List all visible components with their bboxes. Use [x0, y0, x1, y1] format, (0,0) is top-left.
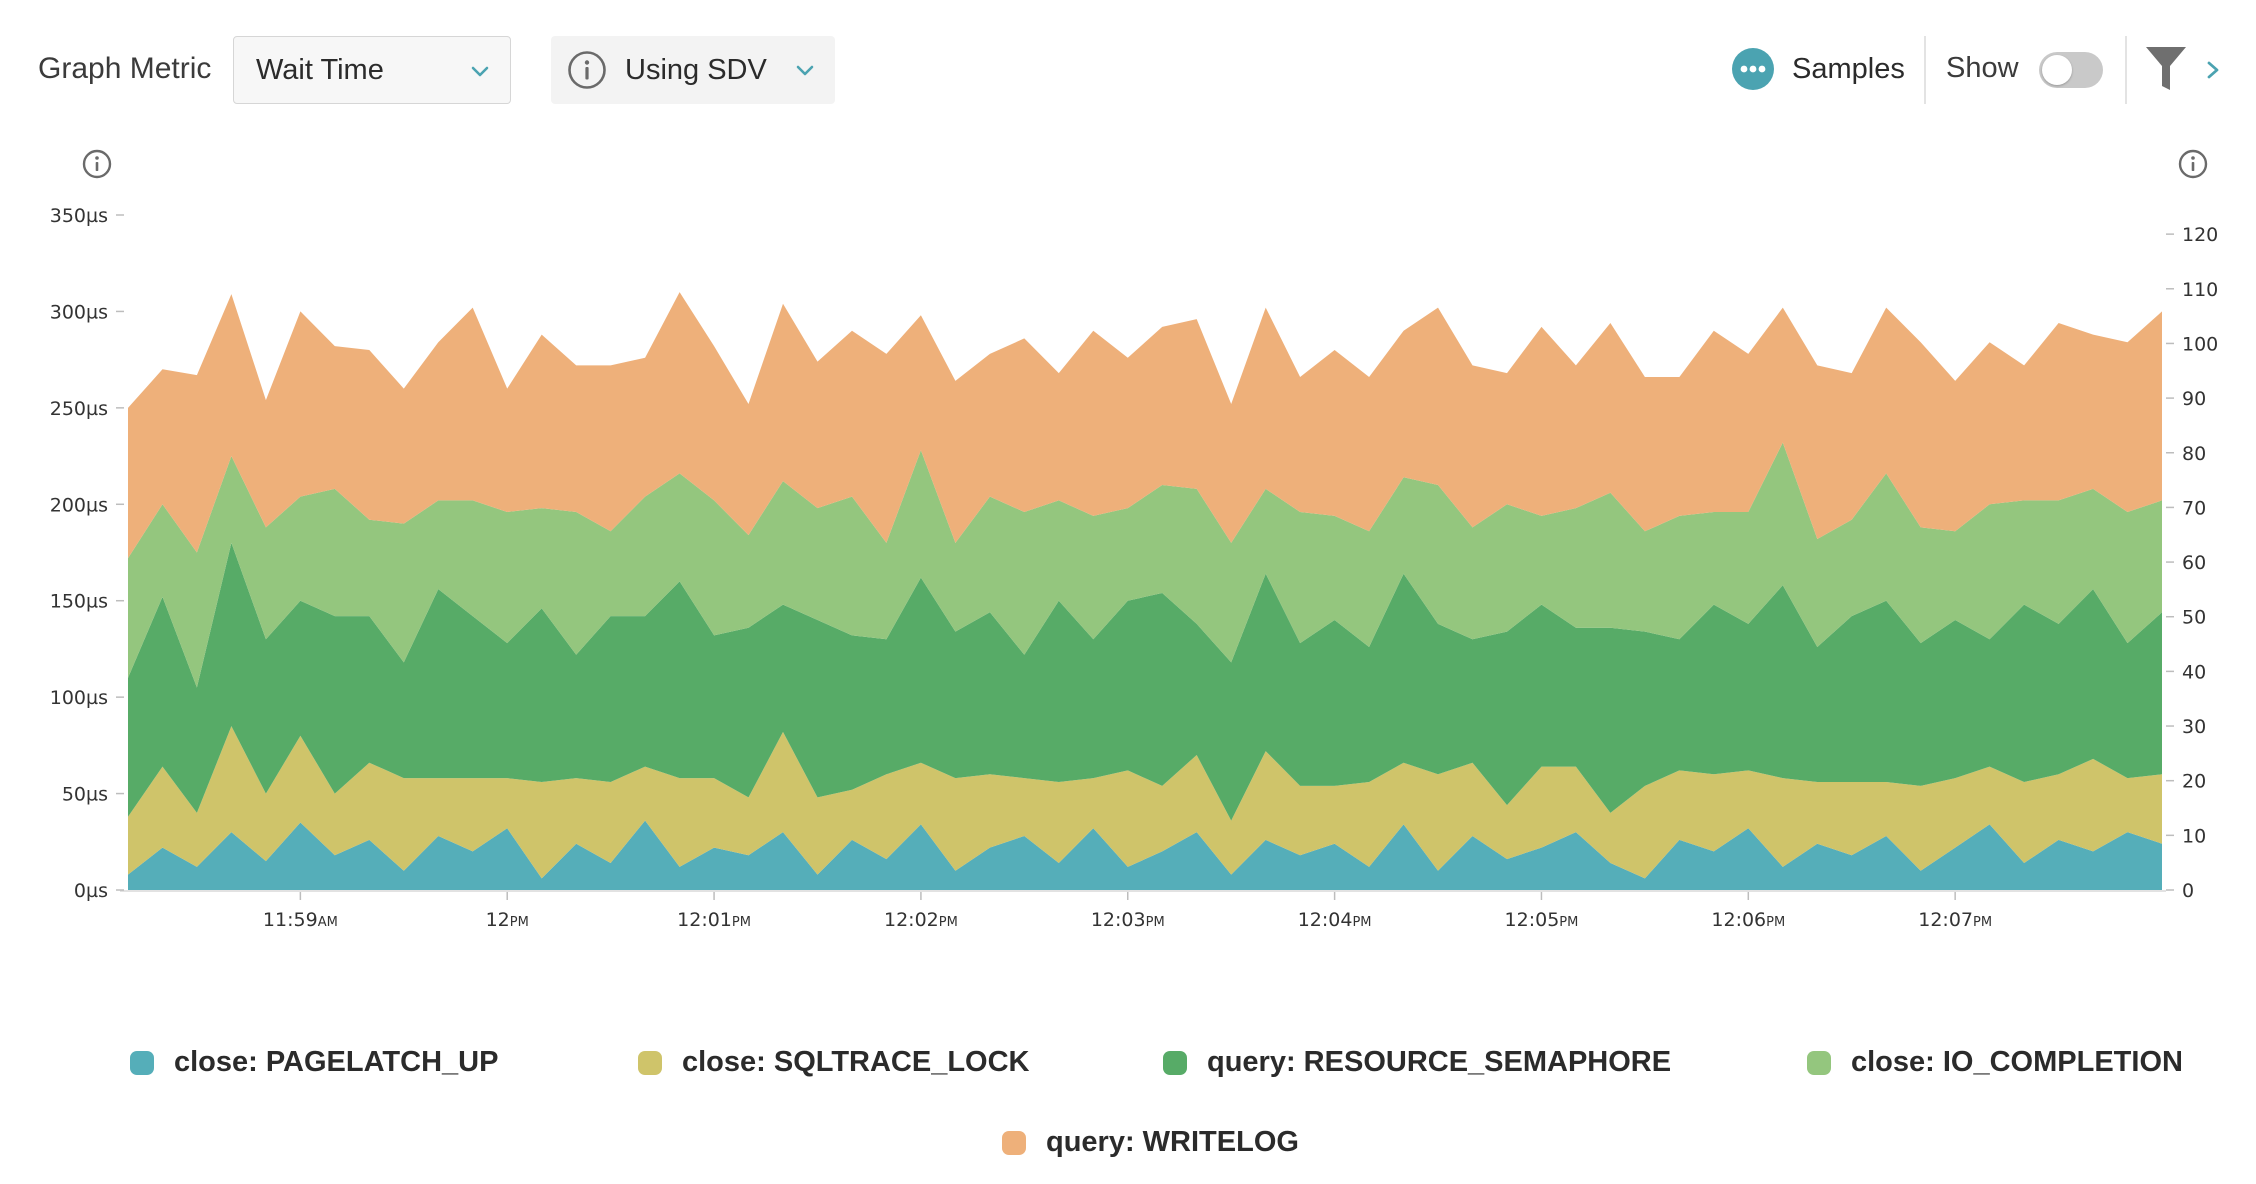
x-axis: 11:59AM 12PM 12:01PM 12:02PM 12:03PM 12:04PM 1…	[263, 892, 1992, 931]
area-series-3[interactable]	[128, 542, 2162, 821]
y-tick-label: 300µs	[50, 301, 108, 323]
y-tick-label: 250µs	[50, 398, 108, 420]
y2-axis-info-icon[interactable]	[2178, 149, 2208, 179]
y2-tick-label: 10	[2182, 825, 2206, 847]
wait-time-chart: 0µs 50µs 100µs 150µs 200µs 250µs 300µs 350µs 0 1…	[50, 149, 2218, 931]
y2-tick-label: 50	[2182, 607, 2206, 629]
y2-tick-label: 70	[2182, 497, 2206, 519]
sdv-value: Using SDV	[625, 53, 767, 86]
divider	[1924, 36, 1926, 104]
chart-legend: close: PAGELATCH_UP close: SQLTRACE_LOCK…	[0, 1020, 2256, 1180]
y2-tick-label: 0	[2182, 880, 2194, 902]
y2-tick-label: 90	[2182, 388, 2206, 410]
toggle-knob	[2042, 55, 2072, 85]
legend-item[interactable]: close: SQLTRACE_LOCK	[638, 1046, 1030, 1079]
y2-axis: 0 10 20 30 40 50 60 70 80 90 100 110 120	[2166, 224, 2218, 902]
graph-metric-select[interactable]: Wait Time	[233, 36, 511, 104]
area-series-5[interactable]	[128, 292, 2162, 559]
area-series-1[interactable]	[128, 820, 2162, 890]
legend-swatch	[1002, 1130, 1026, 1155]
y-tick-label: 200µs	[50, 494, 108, 516]
x-tick-label: 11:59AM	[263, 909, 338, 931]
x-tick-label: 12:02PM	[884, 909, 958, 931]
samples-label: Samples	[1792, 52, 1905, 85]
y2-tick-label: 60	[2182, 552, 2206, 574]
y2-tick-label: 20	[2182, 771, 2206, 793]
y2-tick-label: 80	[2182, 443, 2206, 465]
legend-swatch	[1807, 1050, 1831, 1075]
legend-swatch	[130, 1050, 154, 1075]
y-axis: 0µs 50µs 100µs 150µs 200µs 250µs 300µs 350µs	[50, 205, 124, 902]
legend-item[interactable]: query: RESOURCE_SEMAPHORE	[1163, 1046, 1671, 1079]
x-tick-label: 12:01PM	[677, 909, 751, 931]
legend-label: query: RESOURCE_SEMAPHORE	[1207, 1046, 1672, 1078]
divider	[2125, 36, 2127, 104]
samples-dots-icon	[1732, 48, 1774, 90]
y2-tick-label: 30	[2182, 716, 2206, 738]
y2-tick-label: 40	[2182, 661, 2206, 683]
y-tick-label: 50µs	[62, 784, 108, 806]
legend-swatch	[638, 1050, 662, 1075]
x-tick-label: 12:04PM	[1298, 909, 1372, 931]
y-tick-label: 100µs	[50, 687, 108, 709]
chevron-down-icon	[796, 65, 814, 76]
legend-label: close: SQLTRACE_LOCK	[682, 1046, 1030, 1078]
y-tick-label: 350µs	[50, 205, 108, 227]
samples-button[interactable]: Samples	[1732, 48, 1905, 90]
legend-label: query: WRITELOG	[1046, 1126, 1299, 1158]
chevron-down-icon	[471, 66, 489, 77]
chevron-right-icon[interactable]	[2204, 58, 2222, 82]
y2-tick-label: 120	[2182, 224, 2218, 246]
area-series-2[interactable]	[128, 726, 2162, 879]
info-icon	[568, 51, 606, 89]
legend-item[interactable]: query: WRITELOG	[1002, 1126, 1299, 1159]
area-series-4[interactable]	[128, 442, 2162, 688]
graph-metric-label: Graph Metric	[38, 52, 212, 85]
legend-item[interactable]: close: PAGELATCH_UP	[130, 1046, 498, 1079]
x-tick-label: 12:05PM	[1505, 909, 1579, 931]
x-tick-label: 12PM	[486, 909, 529, 931]
show-samples-toggle[interactable]	[2039, 52, 2103, 88]
show-label: Show	[1946, 52, 2019, 84]
graph-metric-value: Wait Time	[256, 53, 384, 86]
y-axis-info-icon[interactable]	[82, 149, 112, 179]
sdv-select[interactable]: Using SDV	[551, 36, 835, 104]
legend-label: close: IO_COMPLETION	[1851, 1046, 2183, 1078]
y-tick-label: 150µs	[50, 591, 108, 613]
legend-label: close: PAGELATCH_UP	[174, 1046, 499, 1078]
legend-item[interactable]: close: IO_COMPLETION	[1807, 1046, 2183, 1079]
y-tick-label: 0µs	[74, 880, 108, 902]
y2-tick-label: 100	[2182, 333, 2218, 355]
filter-funnel-icon[interactable]	[2144, 44, 2188, 94]
legend-swatch	[1163, 1050, 1187, 1075]
x-tick-label: 12:03PM	[1091, 909, 1165, 931]
x-tick-label: 12:07PM	[1918, 909, 1992, 931]
toolbar: Graph Metric Wait Time Using SDV Samples…	[0, 0, 2256, 140]
x-tick-label: 12:06PM	[1711, 909, 1785, 931]
y2-tick-label: 110	[2182, 279, 2218, 301]
